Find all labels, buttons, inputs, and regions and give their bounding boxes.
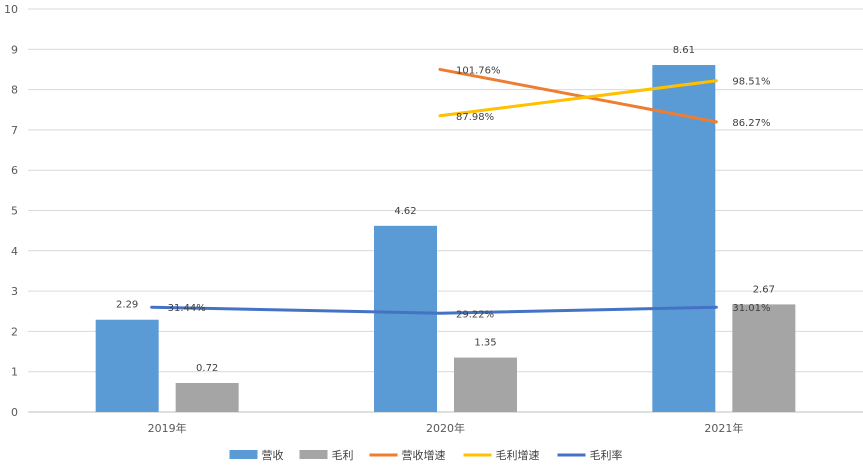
bar-data-label: 1.35 [474, 338, 496, 349]
series-line [438, 79, 718, 118]
y-tick-label: 8 [11, 84, 18, 97]
legend-label: 毛利增速 [496, 448, 540, 462]
y-tick-label: 5 [11, 205, 18, 218]
series-line [150, 305, 718, 315]
legend-label: 营收增速 [402, 448, 446, 462]
x-tick-label: 2019年 [148, 421, 187, 435]
legend-swatch [299, 450, 328, 459]
y-tick-label: 0 [11, 406, 18, 419]
y-tick-label: 7 [11, 124, 18, 137]
bar [175, 382, 239, 412]
line-data-label: 101.76% [456, 65, 501, 76]
legend-label: 毛利率 [590, 448, 623, 462]
line-data-label: 86.27% [732, 118, 770, 129]
series-line [438, 67, 718, 124]
bar [374, 225, 437, 412]
y-tick-label: 1 [11, 366, 18, 379]
y-tick-label: 3 [11, 285, 18, 298]
legend-label: 营收 [262, 448, 284, 462]
y-tick-label: 6 [11, 164, 18, 177]
y-tick-label: 2 [11, 325, 18, 338]
line-data-label: 31.01% [732, 303, 770, 314]
bar [732, 304, 796, 412]
bar-data-label: 2.29 [116, 300, 138, 311]
legend-label: 毛利 [332, 449, 354, 462]
y-tick-label: 10 [4, 3, 18, 16]
bar [95, 319, 159, 412]
x-tick-label: 2020年 [426, 421, 465, 435]
bar [652, 65, 716, 412]
line-data-label: 31.44% [168, 303, 206, 314]
bar-data-label: 4.62 [394, 206, 416, 217]
y-tick-label: 9 [11, 43, 18, 56]
bar-data-label: 2.67 [753, 284, 775, 295]
bar-data-label: 8.61 [673, 45, 695, 56]
line-data-label: 29.22% [456, 309, 494, 320]
legend-swatch [229, 450, 258, 459]
bar-data-label: 0.72 [196, 363, 218, 374]
y-tick-label: 4 [11, 245, 18, 258]
x-tick-label: 2021年 [704, 421, 743, 435]
line-data-label: 87.98% [456, 112, 494, 123]
line-data-label: 98.51% [732, 77, 770, 88]
bar [454, 357, 517, 412]
